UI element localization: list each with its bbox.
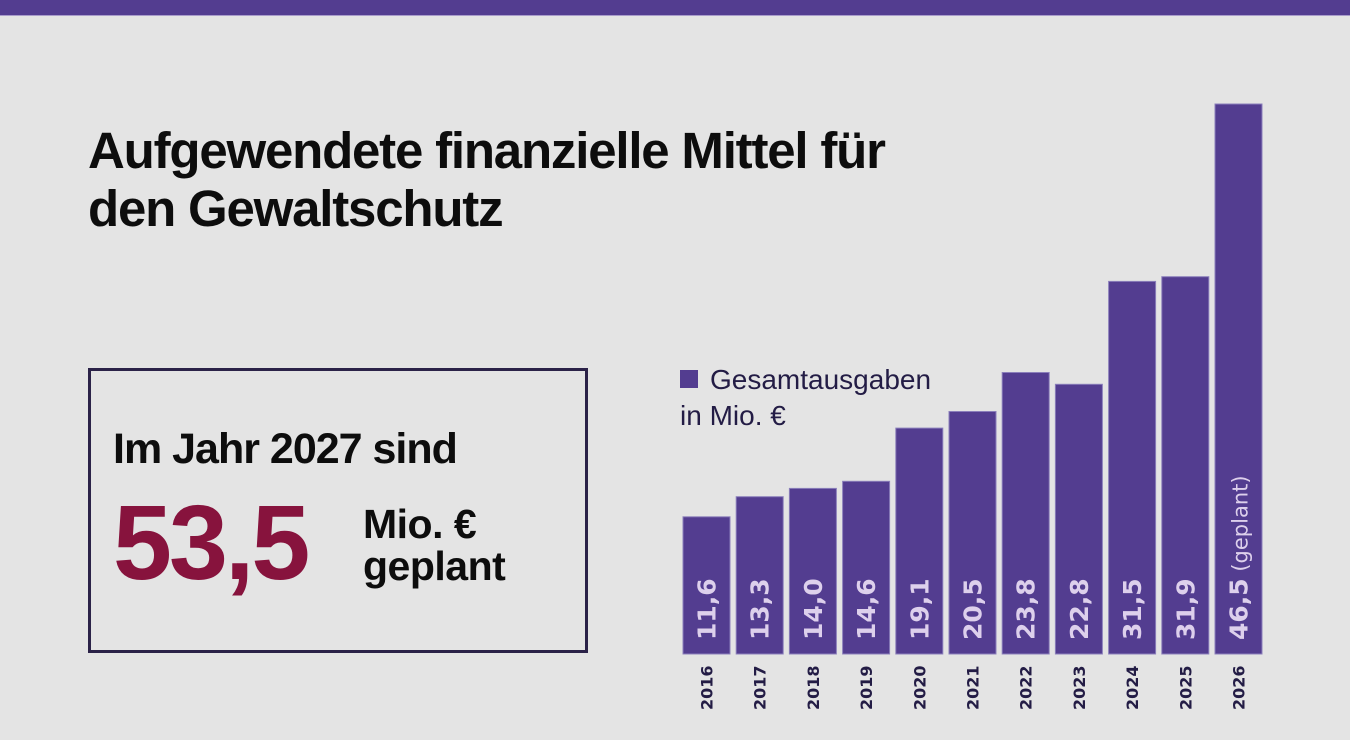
x-tick-2025: 2025 <box>1176 665 1195 710</box>
x-tick-2022: 2022 <box>1017 665 1036 710</box>
title-line-1: Aufgewendete finanzielle Mittel für <box>88 122 886 179</box>
header-bar <box>0 0 1350 16</box>
bar-2016 <box>682 516 731 655</box>
value-label-2016: 11,6 <box>693 578 722 640</box>
bar-2026 <box>1214 103 1263 655</box>
value-label-2021: 20,5 <box>959 578 988 640</box>
value-label-2019: 14,6 <box>852 578 881 640</box>
bar-2020 <box>895 427 944 655</box>
highlight-text: Im Jahr 2027 sind <box>113 425 458 473</box>
value-label-2020: 19,1 <box>905 578 934 640</box>
x-tick-2017: 2017 <box>751 665 770 710</box>
highlight-box: Im Jahr 2027 sind 53,5 Mio. € geplant <box>88 368 588 653</box>
x-tick-2016: 2016 <box>698 665 717 710</box>
x-tick-2024: 2024 <box>1123 665 1142 710</box>
value-note-2026: (geplant) <box>1229 475 1253 578</box>
value-label-2025: 31,9 <box>1171 578 1200 640</box>
x-tick-2020: 2020 <box>910 665 929 710</box>
bar-2021 <box>948 411 997 655</box>
highlight-value: 53,5 <box>113 484 310 602</box>
bar-2017 <box>735 496 784 655</box>
bar-2023 <box>1054 383 1103 655</box>
bar-2025 <box>1161 276 1210 655</box>
value-label-2017: 13,3 <box>746 578 775 640</box>
highlight-unit-line-2: geplant <box>363 543 506 589</box>
value-label-2022: 23,8 <box>1012 578 1041 640</box>
x-tick-2018: 2018 <box>804 665 823 710</box>
bar-2019 <box>842 480 891 655</box>
legend-line-2: in Mio. € <box>680 400 786 431</box>
title-line-2: den Gewaltschutz <box>88 180 504 237</box>
bar-2018 <box>788 487 837 655</box>
value-label-2018: 14,0 <box>799 578 828 640</box>
legend-swatch <box>680 370 698 388</box>
x-tick-2019: 2019 <box>857 665 876 710</box>
x-tick-2023: 2023 <box>1070 665 1089 710</box>
legend-line-1: Gesamtausgaben <box>710 364 932 395</box>
page-title: Aufgewendete finanzielle Mittel für den … <box>88 122 1168 238</box>
x-tick-2026: 2026 <box>1230 665 1249 710</box>
x-tick-2021: 2021 <box>964 665 983 710</box>
value-label-2026: 46,5 (geplant) <box>1225 475 1254 640</box>
chart-legend: Gesamtausgaben in Mio. € <box>680 362 931 434</box>
bar-2024 <box>1108 280 1157 655</box>
value-label-2023: 22,8 <box>1065 578 1094 640</box>
highlight-unit: Mio. € geplant <box>363 501 506 589</box>
bar-2022 <box>1001 372 1050 655</box>
highlight-unit-line-1: Mio. € <box>363 501 477 547</box>
bars-group: 11,6 2016 13,3 2017 14,0 2018 14,6 2019 19,1 2020… <box>682 103 1263 710</box>
value-label-2024: 31,5 <box>1118 578 1147 640</box>
